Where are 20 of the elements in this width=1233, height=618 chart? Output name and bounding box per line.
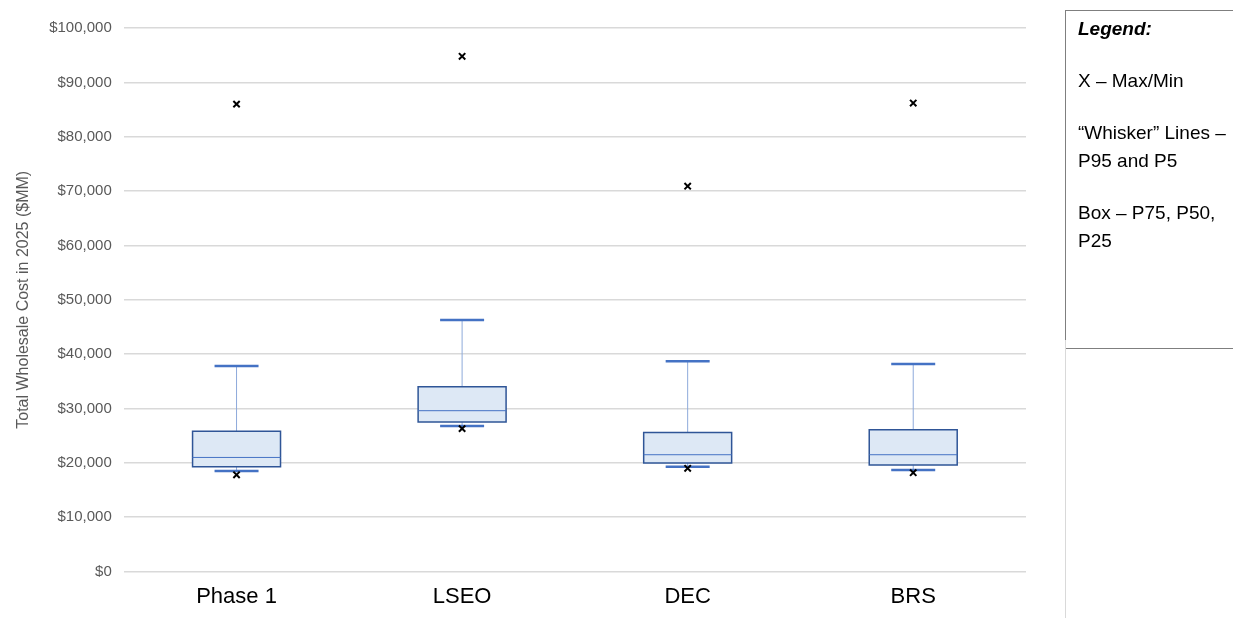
x-tick-label: LSEO xyxy=(432,582,492,608)
y-axis-title: Total Wholesale Cost in 2025 ($MM) xyxy=(14,170,32,429)
y-tick-label: $10,000 xyxy=(57,507,112,525)
y-tick-label: $20,000 xyxy=(57,453,112,471)
y-tick-label: $80,000 xyxy=(57,126,112,144)
y-tick-label: $40,000 xyxy=(57,344,112,362)
y-tick-label: $0 xyxy=(95,561,112,579)
y-tick-label: $30,000 xyxy=(57,398,112,416)
text: Box – P75, P50, P25 xyxy=(1078,201,1217,253)
x-tick-label: DEC xyxy=(664,582,711,608)
x-tick-label: BRS xyxy=(890,582,936,608)
text: X – Max/Min xyxy=(1078,69,1185,93)
y-tick-label: $60,000 xyxy=(57,235,112,253)
legend-title: Legend: xyxy=(1078,17,1153,41)
y-tick-label: $70,000 xyxy=(57,181,112,199)
y-tick-label: $90,000 xyxy=(57,72,112,90)
text: “Whisker” Lines – P95 and P5 xyxy=(1078,121,1226,173)
y-tick-label: $100,000 xyxy=(49,18,112,36)
y-tick-label: $50,000 xyxy=(57,289,112,307)
x-tick-label: Phase 1 xyxy=(196,582,277,608)
